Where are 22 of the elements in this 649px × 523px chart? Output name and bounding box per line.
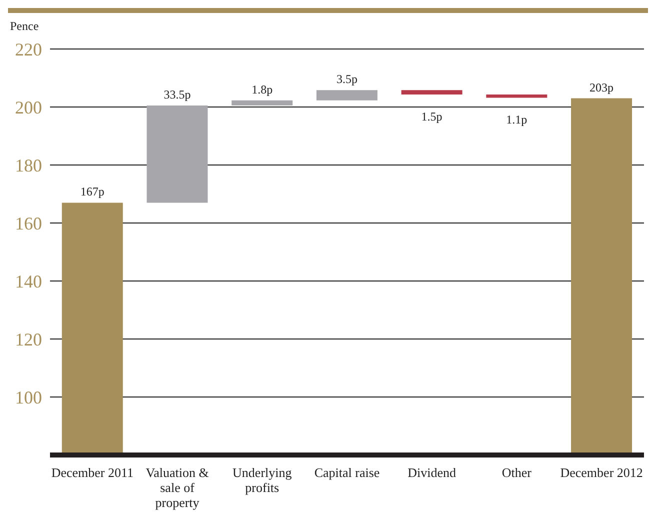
x-tick-label: December 2011: [51, 465, 134, 480]
y-tick-label: 120: [15, 329, 42, 350]
y-tick-label: 220: [15, 39, 42, 60]
data-label: 203p: [590, 80, 614, 94]
data-label: 3.5p: [336, 72, 358, 86]
y-tick-label: 180: [15, 155, 42, 176]
x-tick-label: Dividend: [408, 465, 457, 480]
y-tick-label: 200: [15, 97, 42, 118]
y-axis-title: Pence: [10, 19, 40, 35]
x-tick-label: December 2012: [560, 465, 643, 480]
data-label: 1.1p: [506, 112, 528, 127]
data-label: 1.8p: [252, 82, 273, 96]
data-label: 1.5p: [421, 110, 442, 124]
x-tick-label: Capital raise: [314, 465, 380, 480]
y-tick-label: 160: [15, 213, 42, 234]
data-label: 33.5p: [164, 88, 191, 102]
x-tick-label: Valuation & sale of property: [146, 465, 209, 510]
y-tick-label: 100: [15, 387, 42, 408]
y-tick-label: 140: [15, 271, 42, 292]
data-label: 167p: [80, 184, 104, 199]
x-tick-label: Underlying profits: [232, 465, 292, 495]
x-tick-label: Other: [502, 465, 532, 480]
